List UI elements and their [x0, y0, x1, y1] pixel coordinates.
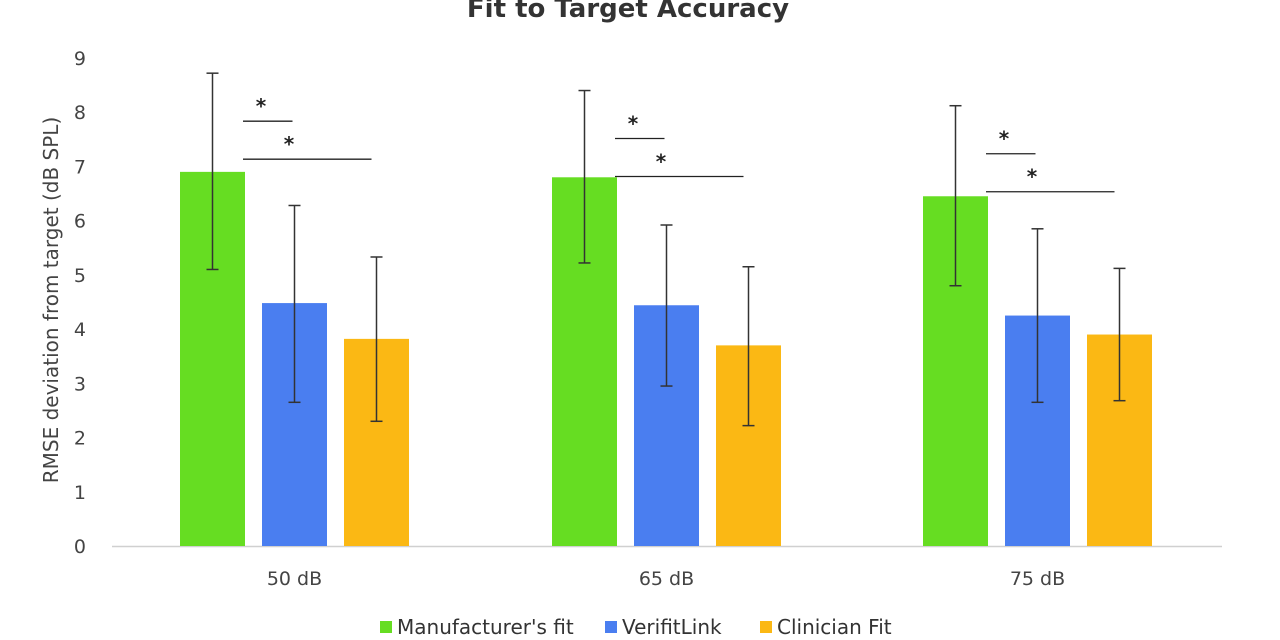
y-tick-label: 9 [74, 48, 86, 70]
significance-label: * [1027, 165, 1038, 189]
error-bar [1031, 228, 1044, 404]
legend-swatch [605, 621, 617, 633]
x-tick-label: 75 dB [1010, 568, 1065, 590]
y-tick-label: 2 [74, 428, 86, 450]
y-tick-label: 5 [74, 265, 86, 287]
y-axis-ticks: 0 1 2 3 4 5 6 7 8 9 [74, 48, 86, 558]
y-tick-label: 4 [74, 319, 86, 341]
chart-title: Fit to Target Accuracy [467, 0, 789, 24]
significance-bracket: * [986, 127, 1036, 155]
legend: Manufacturer's fit VerifitLink Clinician F… [380, 615, 892, 639]
legend-item: Clinician Fit [760, 615, 892, 639]
significance-label: * [256, 94, 267, 118]
significance-bracket: * [986, 165, 1115, 193]
significance-label: * [656, 150, 667, 174]
error-bar [288, 204, 301, 404]
x-axis-ticks: 50 dB 65 dB 75 dB [267, 568, 1065, 590]
y-tick-label: 7 [74, 156, 86, 178]
error-bar [660, 224, 673, 387]
significance-label: * [284, 132, 295, 156]
y-tick-label: 0 [74, 536, 86, 558]
significance-bracket: * [243, 94, 293, 122]
legend-item: Manufacturer's fit [380, 615, 574, 639]
legend-swatch [760, 621, 772, 633]
significance-label: * [628, 112, 639, 136]
error-bar [742, 266, 755, 427]
significance-label: * [999, 127, 1010, 151]
error-bar [206, 72, 219, 271]
legend-label: Clinician Fit [777, 615, 892, 639]
error-bar [949, 104, 962, 287]
legend-item: VerifitLink [605, 615, 722, 639]
significance-bracket: * [615, 150, 744, 178]
x-tick-label: 50 dB [267, 568, 322, 590]
x-tick-label: 65 dB [639, 568, 694, 590]
y-tick-label: 8 [74, 102, 86, 124]
legend-swatch [380, 621, 392, 633]
significance-bracket: * [243, 132, 372, 160]
y-tick-label: 6 [74, 211, 86, 233]
error-bar [370, 256, 383, 423]
y-axis-label: RMSE deviation from target (dB SPL) [39, 117, 63, 484]
error-bars-group [206, 72, 1126, 427]
error-bar [578, 89, 591, 264]
significance-bracket: * [615, 112, 665, 140]
y-tick-label: 3 [74, 373, 86, 395]
y-tick-label: 1 [74, 482, 86, 504]
legend-label: Manufacturer's fit [397, 615, 574, 639]
legend-label: VerifitLink [622, 615, 722, 639]
error-bar [1113, 267, 1126, 402]
significance-markers: * * * * * * [243, 94, 1115, 193]
